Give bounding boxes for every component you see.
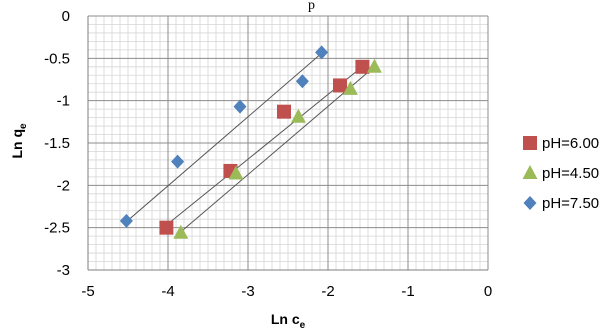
x-axis-title-subscript: e (300, 320, 306, 328)
y-tick-label: -1.5 (44, 135, 70, 152)
data-point-square (159, 220, 174, 235)
y-axis-title-subscript: e (18, 123, 29, 129)
data-point-triangle (366, 58, 382, 73)
data-point-triangle (228, 165, 244, 180)
data-point-triangle (290, 108, 306, 123)
trendline (180, 66, 375, 233)
data-point-diamond (171, 154, 185, 169)
x-tick-label: -3 (241, 283, 254, 300)
y-tick-label: -2.5 (44, 220, 70, 237)
legend-label: pH=6.00 (542, 135, 599, 152)
x-axis-title-main: Ln c (271, 311, 300, 327)
legend-marker-square (523, 136, 537, 150)
x-tick-label: -2 (321, 283, 334, 300)
y-tick-label: -0.5 (44, 50, 70, 67)
x-tick-label: -4 (161, 283, 174, 300)
tick-labels: -5 -4 -3 -2 -1 0 0 -0.5 -1 -1.5 -2 -2.5 -3 (44, 8, 492, 300)
data-point-diamond (119, 213, 133, 228)
x-tick-label: 0 (484, 283, 492, 300)
axes (87, 16, 488, 271)
data-point-diamond (295, 74, 309, 89)
y-axis-title: Ln qe (9, 123, 29, 159)
y-tick-label: -1 (57, 93, 70, 110)
y-tick-label: 0 (62, 8, 70, 25)
y-tick-label: -2 (57, 177, 70, 194)
data-point-triangle (173, 224, 189, 239)
data-point-diamond (315, 45, 329, 60)
data-point-square (355, 59, 370, 74)
svg-text:Ln ce: Ln ce (271, 311, 306, 328)
y-axis-title-main: Ln q (9, 129, 25, 159)
data-point-square (333, 78, 347, 93)
legend: pH=6.00 pH=4.50 pH=7.50 (522, 135, 599, 212)
data-point-triangle (342, 80, 358, 95)
x-axis-title: Ln ce (271, 311, 306, 328)
legend-marker-diamond (523, 196, 537, 210)
svg-text:Ln qe: Ln qe (9, 123, 29, 159)
data-points (119, 45, 382, 239)
data-point-diamond (233, 99, 247, 114)
x-tick-label: -1 (401, 283, 414, 300)
legend-label: pH=4.50 (542, 165, 599, 182)
legend-marker-triangle (522, 165, 538, 179)
x-tick-label: -5 (81, 283, 94, 300)
legend-label: pH=7.50 (542, 195, 599, 212)
trendline (126, 52, 322, 223)
top-text: p (308, 0, 315, 13)
data-point-square (277, 104, 291, 119)
y-tick-label: -3 (57, 262, 70, 279)
